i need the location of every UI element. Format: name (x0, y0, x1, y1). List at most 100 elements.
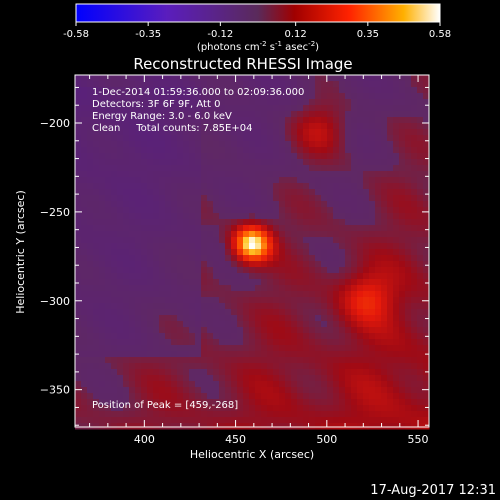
heatmap-cell (369, 117, 376, 124)
heatmap-cell (243, 393, 250, 400)
heatmap-cell (213, 237, 220, 244)
heatmap-cell (129, 135, 136, 142)
heatmap-cell (405, 261, 412, 268)
heatmap-cell (75, 165, 82, 172)
heatmap-cell (195, 111, 202, 118)
heatmap-cell (375, 357, 382, 364)
heatmap-cell (297, 327, 304, 334)
heatmap-cell (345, 411, 352, 418)
heatmap-cell (99, 321, 106, 328)
heatmap-cell (423, 195, 430, 202)
heatmap-cell (357, 249, 364, 256)
heatmap-cell (177, 159, 184, 166)
heatmap-cell (243, 213, 250, 220)
heatmap-cell (159, 81, 166, 88)
heatmap-cell (321, 327, 328, 334)
heatmap-cell (147, 195, 154, 202)
heatmap-cell (99, 357, 106, 364)
heatmap-cell (273, 333, 280, 340)
heatmap-cell (81, 207, 88, 214)
heatmap-cell (135, 99, 142, 106)
heatmap-cell (135, 405, 142, 412)
heatmap-cell (291, 417, 298, 424)
heatmap-cell (111, 177, 118, 184)
heatmap-cell (417, 411, 424, 418)
heatmap-cell (249, 351, 256, 358)
heatmap-cell (339, 339, 346, 346)
heatmap-cell (159, 219, 166, 226)
heatmap-cell (195, 399, 202, 406)
heatmap-cell (153, 105, 160, 112)
heatmap-cell (309, 381, 316, 388)
heatmap-cell (183, 381, 190, 388)
heatmap-cell (135, 261, 142, 268)
heatmap-cell (321, 273, 328, 280)
heatmap-cell (153, 177, 160, 184)
heatmap-cell (285, 363, 292, 370)
heatmap-cell (333, 183, 340, 190)
heatmap-cell (81, 399, 88, 406)
heatmap-cell (363, 219, 370, 226)
heatmap-cell (165, 81, 172, 88)
heatmap-cell (243, 381, 250, 388)
heatmap-cell (165, 345, 172, 352)
heatmap-cell (147, 273, 154, 280)
heatmap-cell (165, 303, 172, 310)
heatmap-cell (345, 363, 352, 370)
heatmap-cell (189, 105, 196, 112)
heatmap-cell (351, 279, 358, 286)
heatmap-cell (93, 243, 100, 250)
heatmap-cell (237, 135, 244, 142)
heatmap-cell (327, 339, 334, 346)
heatmap-cell (351, 393, 358, 400)
heatmap-cell (405, 183, 412, 190)
heatmap-cell (75, 297, 82, 304)
heatmap-cell (159, 93, 166, 100)
heatmap-cell (423, 129, 430, 136)
heatmap-cell (375, 147, 382, 154)
heatmap-cell (237, 369, 244, 376)
heatmap-cell (285, 117, 292, 124)
heatmap-cell (375, 141, 382, 148)
heatmap-cell (237, 381, 244, 388)
heatmap-cell (219, 363, 226, 370)
heatmap-cell (333, 123, 340, 130)
heatmap-cell (273, 315, 280, 322)
heatmap-cell (345, 135, 352, 142)
heatmap-cell (129, 141, 136, 148)
heatmap-cell (339, 135, 346, 142)
heatmap-cell (171, 243, 178, 250)
heatmap-cell (333, 345, 340, 352)
heatmap-cell (303, 201, 310, 208)
heatmap-cell (285, 393, 292, 400)
heatmap-cell (339, 321, 346, 328)
heatmap-cell (117, 189, 124, 196)
heatmap-cell (81, 177, 88, 184)
heatmap-cell (213, 327, 220, 334)
heatmap-cell (279, 165, 286, 172)
heatmap-cell (321, 345, 328, 352)
heatmap-cell (267, 159, 274, 166)
heatmap-cell (87, 315, 94, 322)
heatmap-cell (117, 327, 124, 334)
heatmap-cell (255, 255, 262, 262)
heatmap-cell (321, 105, 328, 112)
heatmap-cell (177, 405, 184, 412)
heatmap-cell (321, 135, 328, 142)
heatmap-cell (405, 405, 412, 412)
heatmap-cell (315, 297, 322, 304)
heatmap-cell (243, 279, 250, 286)
heatmap-cell (141, 183, 148, 190)
heatmap-cell (303, 189, 310, 196)
heatmap-cell (99, 183, 106, 190)
heatmap-cell (333, 303, 340, 310)
heatmap-cell (81, 117, 88, 124)
heatmap-cell (195, 309, 202, 316)
heatmap-cell (417, 213, 424, 220)
heatmap-cell (93, 321, 100, 328)
heatmap-cell (399, 423, 406, 430)
heatmap-cell (273, 231, 280, 238)
heatmap-cell (345, 177, 352, 184)
heatmap-cell (291, 327, 298, 334)
heatmap-cell (255, 321, 262, 328)
